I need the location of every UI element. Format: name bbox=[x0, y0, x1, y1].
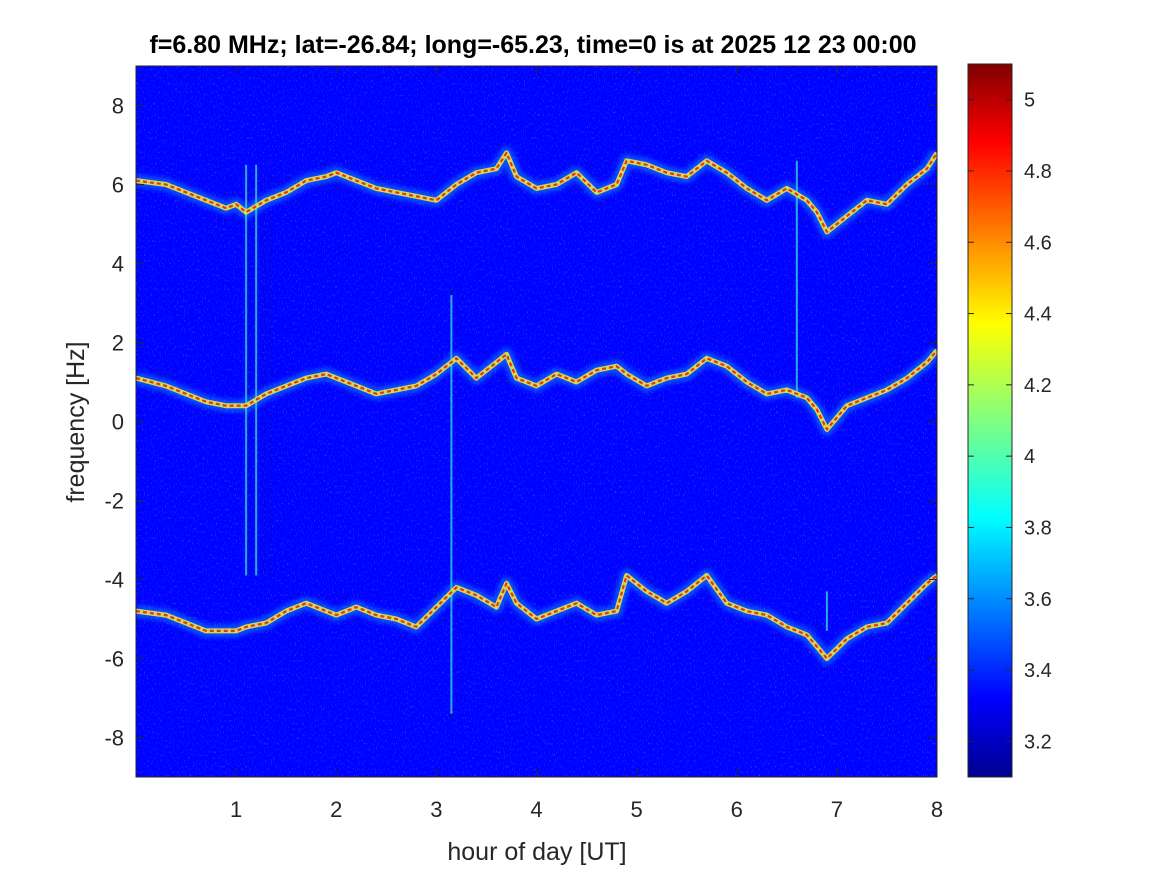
colorbar-tick-label: 4.2 bbox=[1024, 375, 1052, 397]
trace-line bbox=[136, 151, 937, 233]
x-tick-label: 1 bbox=[230, 797, 242, 822]
colorbar-tick-label: 3.6 bbox=[1024, 589, 1052, 611]
x-tick-label: 6 bbox=[731, 797, 743, 822]
plot-area bbox=[136, 66, 937, 777]
colorbar-tick-label: 4.4 bbox=[1024, 304, 1052, 326]
x-tick-label: 7 bbox=[831, 797, 843, 822]
x-tick-label: 5 bbox=[631, 797, 643, 822]
colorbar-tick-label: 5 bbox=[1024, 90, 1035, 112]
colorbar-scale bbox=[967, 63, 1013, 778]
colorbar-tick-label: 4.6 bbox=[1024, 232, 1052, 254]
y-tick-label: 0 bbox=[112, 410, 124, 435]
y-tick-label: 8 bbox=[112, 94, 124, 119]
y-tick-label: 2 bbox=[112, 331, 124, 356]
x-tick-label: 8 bbox=[931, 797, 943, 822]
colorbar-tick-label: 3.4 bbox=[1024, 660, 1052, 682]
y-tick-label: 6 bbox=[112, 173, 124, 198]
colorbar-tick-label: 4.8 bbox=[1024, 161, 1052, 183]
x-tick-label: 3 bbox=[430, 797, 442, 822]
x-tick-label: 4 bbox=[530, 797, 542, 822]
colorbar-ticks: 3.2 3.4 3.6 3.8 4 4.2 4.4 4.6 4.8 5 bbox=[968, 90, 1052, 753]
x-tick-label: 2 bbox=[330, 797, 342, 822]
chart-title: f=6.80 MHz; lat=-26.84; long=-65.23, tim… bbox=[149, 31, 916, 59]
x-axis-label: hour of day [UT] bbox=[447, 838, 626, 866]
y-tick-label: -8 bbox=[104, 726, 124, 751]
colorbar-tick-label: 3.2 bbox=[1024, 731, 1052, 753]
y-tick-label: -6 bbox=[104, 647, 124, 672]
y-tick-label: -4 bbox=[104, 568, 124, 593]
colorbar-tick-label: 3.8 bbox=[1024, 517, 1052, 539]
y-tick-label: 4 bbox=[112, 252, 124, 277]
colorbar: 3.2 3.4 3.6 3.8 4 4.2 4.4 4.6 4.8 5 bbox=[967, 63, 1052, 778]
y-tick-label: -2 bbox=[104, 489, 124, 514]
trace-line bbox=[136, 349, 937, 431]
y-axis-label: frequency [Hz] bbox=[62, 341, 90, 502]
colorbar-tick-label: 4 bbox=[1024, 446, 1035, 468]
trace-line bbox=[136, 574, 937, 660]
x-axis-ticks: 1 2 3 4 5 6 7 8 bbox=[230, 66, 943, 822]
spectral-traces bbox=[136, 146, 937, 665]
y-axis-ticks: 8 6 4 2 0 -2 -4 -6 -8 bbox=[104, 94, 937, 751]
